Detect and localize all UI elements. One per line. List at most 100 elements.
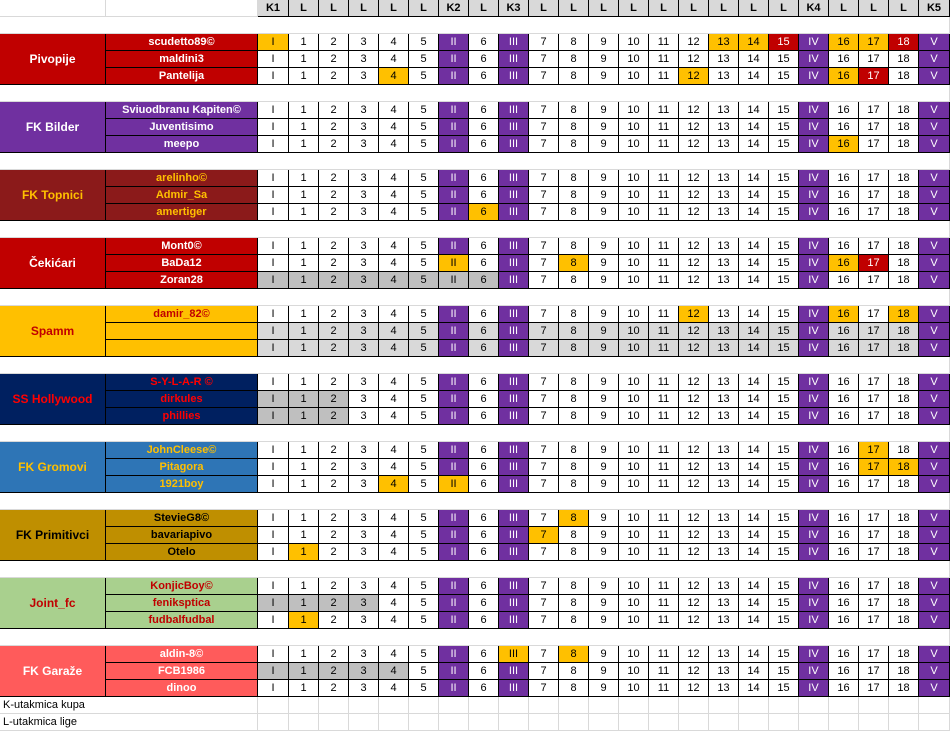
round-cell[interactable]: I bbox=[258, 408, 289, 425]
round-cell[interactable]: 7 bbox=[529, 391, 559, 408]
round-cell[interactable]: III bbox=[499, 544, 529, 561]
empty-cell[interactable] bbox=[889, 714, 919, 731]
round-cell[interactable]: 11 bbox=[649, 170, 679, 187]
round-cell[interactable]: 16 bbox=[829, 238, 859, 255]
round-cell[interactable]: 11 bbox=[649, 323, 679, 340]
round-cell[interactable]: IV bbox=[799, 34, 829, 51]
round-cell[interactable]: IV bbox=[799, 119, 829, 136]
player-name[interactable]: phillies bbox=[106, 408, 258, 425]
round-cell[interactable]: 2 bbox=[319, 238, 349, 255]
round-cell[interactable]: 13 bbox=[709, 51, 739, 68]
round-cell[interactable]: 8 bbox=[559, 170, 589, 187]
round-cell[interactable]: 5 bbox=[409, 595, 439, 612]
round-cell[interactable]: 14 bbox=[739, 255, 769, 272]
round-cell[interactable]: II bbox=[439, 510, 469, 527]
round-cell[interactable]: 10 bbox=[619, 374, 649, 391]
player-name[interactable]: maldini3 bbox=[106, 51, 258, 68]
round-cell[interactable]: 8 bbox=[559, 204, 589, 221]
empty-cell[interactable] bbox=[649, 697, 679, 714]
round-cell[interactable]: 4 bbox=[379, 136, 409, 153]
round-cell[interactable]: 6 bbox=[469, 612, 499, 629]
round-cell[interactable]: 11 bbox=[649, 408, 679, 425]
round-cell[interactable]: 16 bbox=[829, 204, 859, 221]
round-cell[interactable]: 16 bbox=[829, 136, 859, 153]
round-cell[interactable]: 16 bbox=[829, 306, 859, 323]
round-cell[interactable]: I bbox=[258, 612, 289, 629]
round-cell[interactable]: 9 bbox=[589, 238, 619, 255]
round-cell[interactable]: 18 bbox=[889, 272, 919, 289]
round-cell[interactable]: IV bbox=[799, 476, 829, 493]
round-cell[interactable]: 11 bbox=[649, 187, 679, 204]
round-cell[interactable]: 9 bbox=[589, 459, 619, 476]
round-cell[interactable]: 15 bbox=[769, 68, 799, 85]
header-cell[interactable]: L bbox=[349, 0, 379, 17]
empty-cell[interactable] bbox=[739, 714, 769, 731]
round-cell[interactable]: 11 bbox=[649, 272, 679, 289]
round-cell[interactable]: 7 bbox=[529, 187, 559, 204]
round-cell[interactable]: V bbox=[919, 323, 950, 340]
round-cell[interactable]: 15 bbox=[769, 527, 799, 544]
round-cell[interactable]: 6 bbox=[469, 204, 499, 221]
player-name[interactable]: StevieG8© bbox=[106, 510, 258, 527]
header-cell[interactable]: L bbox=[319, 0, 349, 17]
round-cell[interactable]: 7 bbox=[529, 527, 559, 544]
empty-cell[interactable] bbox=[799, 697, 829, 714]
round-cell[interactable]: 4 bbox=[379, 578, 409, 595]
round-cell[interactable]: 17 bbox=[859, 102, 889, 119]
empty-cell[interactable] bbox=[919, 714, 950, 731]
round-cell[interactable]: IV bbox=[799, 68, 829, 85]
round-cell[interactable]: 15 bbox=[769, 510, 799, 527]
round-cell[interactable]: 6 bbox=[469, 510, 499, 527]
round-cell[interactable]: 7 bbox=[529, 374, 559, 391]
round-cell[interactable]: II bbox=[439, 102, 469, 119]
round-cell[interactable]: 3 bbox=[349, 170, 379, 187]
round-cell[interactable]: 13 bbox=[709, 238, 739, 255]
round-cell[interactable]: 17 bbox=[859, 680, 889, 697]
round-cell[interactable]: 3 bbox=[349, 374, 379, 391]
round-cell[interactable]: 2 bbox=[319, 595, 349, 612]
round-cell[interactable]: 1 bbox=[289, 663, 319, 680]
round-cell[interactable]: 7 bbox=[529, 476, 559, 493]
empty-cell[interactable] bbox=[859, 714, 889, 731]
round-cell[interactable]: 4 bbox=[379, 68, 409, 85]
round-cell[interactable]: 14 bbox=[739, 187, 769, 204]
round-cell[interactable]: 9 bbox=[589, 187, 619, 204]
round-cell[interactable]: 16 bbox=[829, 255, 859, 272]
round-cell[interactable]: 14 bbox=[739, 459, 769, 476]
round-cell[interactable]: 11 bbox=[649, 136, 679, 153]
round-cell[interactable]: II bbox=[439, 204, 469, 221]
round-cell[interactable]: 7 bbox=[529, 204, 559, 221]
round-cell[interactable]: IV bbox=[799, 51, 829, 68]
empty-cell[interactable] bbox=[409, 714, 439, 731]
round-cell[interactable]: 1 bbox=[289, 238, 319, 255]
round-cell[interactable]: 2 bbox=[319, 476, 349, 493]
round-cell[interactable]: 8 bbox=[559, 51, 589, 68]
round-cell[interactable]: 9 bbox=[589, 663, 619, 680]
round-cell[interactable]: 8 bbox=[559, 238, 589, 255]
round-cell[interactable]: 1 bbox=[289, 527, 319, 544]
round-cell[interactable]: 12 bbox=[679, 51, 709, 68]
round-cell[interactable]: 18 bbox=[889, 68, 919, 85]
round-cell[interactable]: 10 bbox=[619, 680, 649, 697]
round-cell[interactable]: 14 bbox=[739, 340, 769, 357]
empty-cell[interactable] bbox=[559, 697, 589, 714]
round-cell[interactable]: 10 bbox=[619, 527, 649, 544]
round-cell[interactable]: IV bbox=[799, 459, 829, 476]
round-cell[interactable]: 1 bbox=[289, 408, 319, 425]
round-cell[interactable]: I bbox=[258, 578, 289, 595]
round-cell[interactable]: III bbox=[499, 204, 529, 221]
round-cell[interactable]: IV bbox=[799, 306, 829, 323]
round-cell[interactable]: I bbox=[258, 51, 289, 68]
header-cell[interactable]: L bbox=[769, 0, 799, 17]
round-cell[interactable]: 16 bbox=[829, 187, 859, 204]
round-cell[interactable]: I bbox=[258, 476, 289, 493]
round-cell[interactable]: 9 bbox=[589, 527, 619, 544]
team-name[interactable]: FK Primitivci bbox=[0, 510, 106, 561]
round-cell[interactable]: 3 bbox=[349, 51, 379, 68]
round-cell[interactable]: 11 bbox=[649, 238, 679, 255]
header-cell[interactable]: L bbox=[709, 0, 739, 17]
round-cell[interactable]: 13 bbox=[709, 119, 739, 136]
header-cell[interactable]: L bbox=[409, 0, 439, 17]
round-cell[interactable]: 14 bbox=[739, 442, 769, 459]
round-cell[interactable]: 11 bbox=[649, 663, 679, 680]
